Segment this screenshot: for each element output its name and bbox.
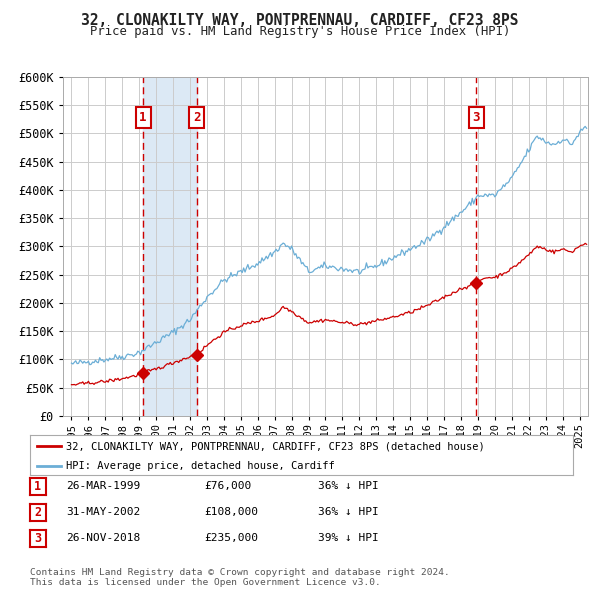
Text: 32, CLONAKILTY WAY, PONTPRENNAU, CARDIFF, CF23 8PS (detached house): 32, CLONAKILTY WAY, PONTPRENNAU, CARDIFF… <box>67 441 485 451</box>
Text: 32, CLONAKILTY WAY, PONTPRENNAU, CARDIFF, CF23 8PS: 32, CLONAKILTY WAY, PONTPRENNAU, CARDIFF… <box>81 13 519 28</box>
Text: Contains HM Land Registry data © Crown copyright and database right 2024.
This d: Contains HM Land Registry data © Crown c… <box>30 568 450 587</box>
Text: 26-MAR-1999: 26-MAR-1999 <box>66 481 140 491</box>
Text: £76,000: £76,000 <box>204 481 251 491</box>
Text: 26-NOV-2018: 26-NOV-2018 <box>66 533 140 543</box>
Text: 36% ↓ HPI: 36% ↓ HPI <box>318 507 379 517</box>
Text: 36% ↓ HPI: 36% ↓ HPI <box>318 481 379 491</box>
Text: 2: 2 <box>34 506 41 519</box>
Text: Price paid vs. HM Land Registry's House Price Index (HPI): Price paid vs. HM Land Registry's House … <box>90 25 510 38</box>
Text: 31-MAY-2002: 31-MAY-2002 <box>66 507 140 517</box>
Text: 1: 1 <box>139 111 147 124</box>
Text: £108,000: £108,000 <box>204 507 258 517</box>
Text: 3: 3 <box>472 111 480 124</box>
Text: 1: 1 <box>34 480 41 493</box>
Text: 3: 3 <box>34 532 41 545</box>
Text: £235,000: £235,000 <box>204 533 258 543</box>
Text: 2: 2 <box>193 111 201 124</box>
Text: 39% ↓ HPI: 39% ↓ HPI <box>318 533 379 543</box>
Bar <box>143 77 197 416</box>
Text: HPI: Average price, detached house, Cardiff: HPI: Average price, detached house, Card… <box>67 461 335 471</box>
